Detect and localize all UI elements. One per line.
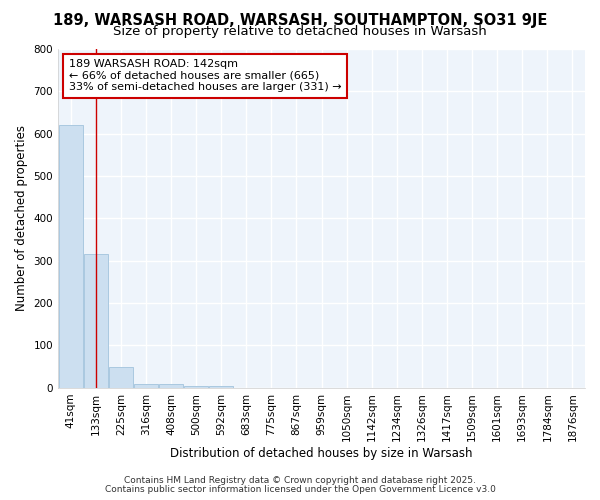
Bar [209,386,233,388]
Bar [109,366,133,388]
Y-axis label: Number of detached properties: Number of detached properties [15,126,28,312]
Bar [134,384,158,388]
Text: Contains HM Land Registry data © Crown copyright and database right 2025.: Contains HM Land Registry data © Crown c… [124,476,476,485]
X-axis label: Distribution of detached houses by size in Warsash: Distribution of detached houses by size … [170,447,473,460]
Text: 189 WARSASH ROAD: 142sqm
← 66% of detached houses are smaller (665)
33% of semi-: 189 WARSASH ROAD: 142sqm ← 66% of detach… [68,59,341,92]
Text: 189, WARSASH ROAD, WARSASH, SOUTHAMPTON, SO31 9JE: 189, WARSASH ROAD, WARSASH, SOUTHAMPTON,… [53,12,547,28]
Text: Contains public sector information licensed under the Open Government Licence v3: Contains public sector information licen… [104,485,496,494]
Text: Size of property relative to detached houses in Warsash: Size of property relative to detached ho… [113,25,487,38]
Bar [59,125,83,388]
Bar [184,386,208,388]
Bar [84,254,107,388]
Bar [159,384,183,388]
